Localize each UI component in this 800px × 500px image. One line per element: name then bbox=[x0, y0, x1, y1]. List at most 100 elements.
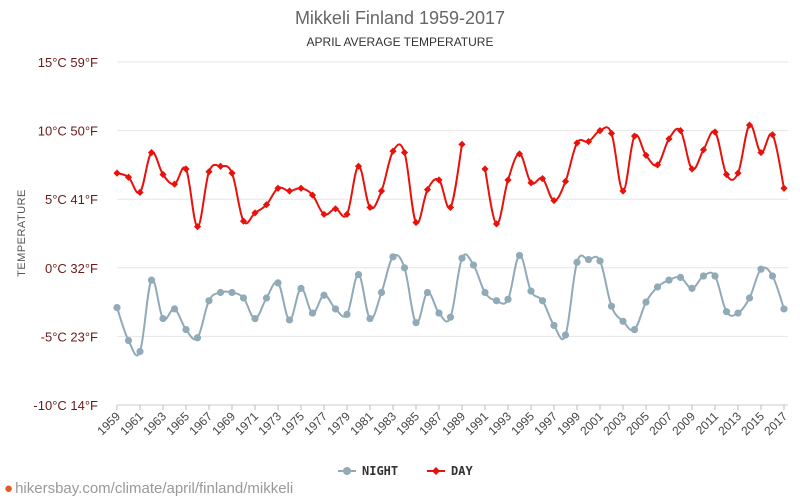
point-night[interactable] bbox=[366, 314, 374, 323]
point-night[interactable] bbox=[297, 284, 305, 292]
point-night[interactable] bbox=[630, 325, 639, 334]
point-day[interactable] bbox=[619, 187, 627, 195]
point-day[interactable] bbox=[515, 150, 524, 158]
point-night[interactable] bbox=[527, 287, 535, 295]
point-day[interactable] bbox=[182, 165, 190, 173]
point-day[interactable] bbox=[343, 210, 351, 218]
point-day[interactable] bbox=[216, 162, 225, 170]
point-day[interactable] bbox=[653, 161, 662, 169]
point-day[interactable] bbox=[584, 137, 593, 146]
point-day[interactable] bbox=[630, 132, 639, 140]
point-night[interactable] bbox=[711, 272, 719, 280]
point-day[interactable] bbox=[492, 220, 501, 228]
point-night[interactable] bbox=[262, 294, 271, 302]
point-night[interactable] bbox=[515, 251, 524, 260]
point-night[interactable] bbox=[688, 284, 696, 292]
point-day[interactable] bbox=[446, 203, 455, 212]
point-night[interactable] bbox=[354, 271, 363, 279]
point-night[interactable] bbox=[136, 347, 144, 356]
point-night[interactable] bbox=[492, 297, 501, 305]
point-day[interactable] bbox=[274, 184, 282, 192]
point-night[interactable] bbox=[274, 279, 282, 287]
point-day[interactable] bbox=[308, 191, 317, 199]
point-night[interactable] bbox=[768, 272, 777, 280]
point-day[interactable] bbox=[538, 175, 547, 183]
point-night[interactable] bbox=[676, 273, 685, 282]
point-day[interactable] bbox=[665, 135, 673, 143]
point-night[interactable] bbox=[377, 288, 386, 297]
point-day[interactable] bbox=[527, 179, 535, 187]
point-night[interactable] bbox=[239, 294, 248, 302]
point-day[interactable] bbox=[228, 169, 236, 177]
point-day[interactable] bbox=[642, 151, 650, 159]
point-day[interactable] bbox=[734, 169, 742, 177]
point-night[interactable] bbox=[251, 314, 259, 323]
point-day[interactable] bbox=[147, 148, 156, 157]
point-night[interactable] bbox=[745, 294, 754, 302]
point-night[interactable] bbox=[193, 334, 202, 342]
point-day[interactable] bbox=[124, 173, 133, 181]
point-night[interactable] bbox=[584, 255, 593, 264]
point-night[interactable] bbox=[550, 321, 558, 330]
point-day[interactable] bbox=[136, 188, 144, 196]
point-night[interactable] bbox=[561, 331, 570, 339]
point-night[interactable] bbox=[780, 305, 788, 313]
point-day[interactable] bbox=[170, 180, 179, 188]
point-night[interactable] bbox=[320, 291, 328, 299]
point-day[interactable] bbox=[676, 127, 685, 135]
point-night[interactable] bbox=[423, 288, 432, 297]
point-night[interactable] bbox=[607, 302, 616, 310]
point-night[interactable] bbox=[573, 258, 581, 266]
point-day[interactable] bbox=[113, 169, 121, 177]
point-day[interactable] bbox=[711, 128, 719, 136]
point-night[interactable] bbox=[446, 313, 455, 321]
point-night[interactable] bbox=[481, 288, 489, 297]
point-night[interactable] bbox=[412, 319, 420, 327]
point-night[interactable] bbox=[113, 303, 121, 312]
point-day[interactable] bbox=[573, 139, 581, 147]
point-night[interactable] bbox=[469, 261, 478, 269]
point-day[interactable] bbox=[193, 223, 202, 231]
point-night[interactable] bbox=[722, 308, 731, 316]
point-night[interactable] bbox=[400, 264, 409, 272]
point-night[interactable] bbox=[147, 276, 156, 284]
point-night[interactable] bbox=[343, 310, 351, 319]
point-night[interactable] bbox=[182, 325, 190, 334]
point-day[interactable] bbox=[688, 165, 696, 173]
point-day[interactable] bbox=[412, 218, 420, 227]
point-day[interactable] bbox=[481, 165, 489, 173]
point-night[interactable] bbox=[205, 297, 213, 305]
point-night[interactable] bbox=[170, 305, 179, 313]
point-day[interactable] bbox=[435, 176, 443, 184]
point-night[interactable] bbox=[285, 316, 294, 324]
point-day[interactable] bbox=[504, 176, 512, 184]
point-night[interactable] bbox=[458, 254, 466, 262]
point-night[interactable] bbox=[216, 288, 225, 297]
point-night[interactable] bbox=[331, 305, 340, 313]
point-night[interactable] bbox=[734, 309, 742, 317]
point-day[interactable] bbox=[768, 131, 777, 139]
point-day[interactable] bbox=[389, 147, 397, 155]
point-day[interactable] bbox=[297, 184, 305, 192]
point-night[interactable] bbox=[504, 295, 512, 303]
point-night[interactable] bbox=[699, 272, 708, 280]
point-day[interactable] bbox=[320, 210, 328, 218]
point-night[interactable] bbox=[435, 309, 443, 317]
point-night[interactable] bbox=[159, 314, 167, 323]
point-day[interactable] bbox=[205, 168, 213, 176]
footer-link[interactable]: ● hikersbay.com/climate/april/finland/mik… bbox=[4, 480, 293, 497]
point-night[interactable] bbox=[596, 257, 604, 265]
point-day[interactable] bbox=[699, 146, 708, 154]
point-night[interactable] bbox=[228, 288, 236, 297]
point-night[interactable] bbox=[538, 297, 547, 305]
legend-item-day[interactable]: DAY bbox=[427, 464, 473, 478]
point-night[interactable] bbox=[308, 309, 317, 317]
point-day[interactable] bbox=[262, 201, 271, 209]
point-day[interactable] bbox=[722, 170, 731, 179]
point-day[interactable] bbox=[423, 185, 432, 194]
point-night[interactable] bbox=[389, 253, 397, 261]
point-night[interactable] bbox=[642, 298, 650, 306]
point-day[interactable] bbox=[550, 196, 558, 205]
point-night[interactable] bbox=[665, 276, 673, 284]
point-day[interactable] bbox=[561, 177, 570, 185]
